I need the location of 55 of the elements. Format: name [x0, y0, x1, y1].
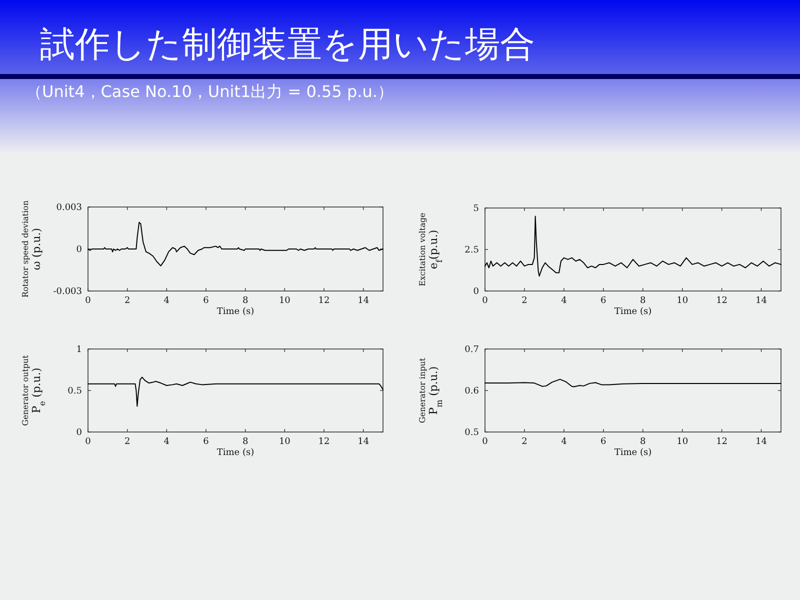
line-series — [484, 216, 782, 277]
x-tick-label: 8 — [640, 437, 646, 447]
chart-subtitle: （Unit4，Case No.10，Unit1出力 = 0.55 p.u.） — [26, 82, 394, 101]
y-tick-label: 0 — [76, 245, 82, 255]
x-tick-label: 12 — [716, 437, 728, 447]
line-series — [88, 222, 384, 266]
x-tick-label: 0 — [482, 437, 488, 447]
y-tick-label: 1 — [76, 345, 82, 355]
x-tick-label: 10 — [278, 437, 291, 447]
line-series — [88, 376, 384, 407]
y-tick-label: 0.5 — [464, 428, 480, 438]
y-tick-label: 0 — [473, 287, 480, 297]
y-tick-label: 0.7 — [464, 345, 480, 355]
x-tick-label: 6 — [203, 296, 210, 306]
x-tick-label: 6 — [600, 296, 607, 306]
x-axis-title: Time (s) — [216, 448, 254, 458]
x-tick-label: 14 — [358, 296, 370, 306]
y-tick-label: 0.003 — [56, 203, 82, 213]
x-tick-label: 2 — [522, 437, 528, 447]
x-tick-label: 0 — [85, 296, 92, 306]
y-tick-label: 0.6 — [464, 386, 480, 396]
x-tick-label: 4 — [561, 437, 568, 447]
x-tick-label: 0 — [85, 437, 92, 447]
x-tick-label: 2 — [522, 296, 528, 306]
x-tick-label: 12 — [318, 437, 330, 447]
x-tick-label: 10 — [676, 296, 688, 306]
y-tick-label: 2.5 — [464, 246, 480, 256]
x-axis-title: Time (s) — [614, 448, 652, 458]
x-tick-label: 8 — [242, 437, 248, 447]
x-tick-label: 0 — [482, 296, 488, 306]
x-tick-label: 2 — [124, 296, 130, 306]
x-axis-title: Time (s) — [216, 307, 254, 317]
x-tick-label: 12 — [716, 296, 728, 306]
x-tick-label: 4 — [164, 296, 170, 306]
x-tick-label: 8 — [242, 296, 248, 306]
x-tick-label: 10 — [676, 437, 688, 447]
x-tick-label: 2 — [124, 437, 130, 447]
line-series — [484, 378, 782, 388]
x-tick-label: 4 — [164, 437, 170, 447]
x-tick-label: 14 — [756, 296, 768, 306]
y-tick-label: 0.5 — [68, 386, 82, 396]
x-tick-label: 4 — [561, 296, 568, 306]
x-axis-title: Time (s) — [614, 307, 652, 317]
chart-title: 試作した制御装置を用いた場合 — [40, 25, 535, 65]
y-tick-label: 0 — [76, 428, 82, 438]
x-tick-label: 12 — [318, 296, 330, 306]
y-tick-label: 5 — [473, 204, 480, 214]
x-tick-label: 14 — [756, 437, 768, 447]
x-tick-label: 14 — [358, 437, 370, 447]
x-tick-label: 8 — [640, 296, 646, 306]
y-axis-title: Rotator speed deviation ω (p.u.) — [21, 200, 43, 298]
x-tick-label: 10 — [278, 296, 291, 306]
x-tick-label: 6 — [203, 437, 210, 447]
y-tick-label: -0.003 — [53, 287, 82, 297]
x-tick-label: 6 — [600, 437, 607, 447]
